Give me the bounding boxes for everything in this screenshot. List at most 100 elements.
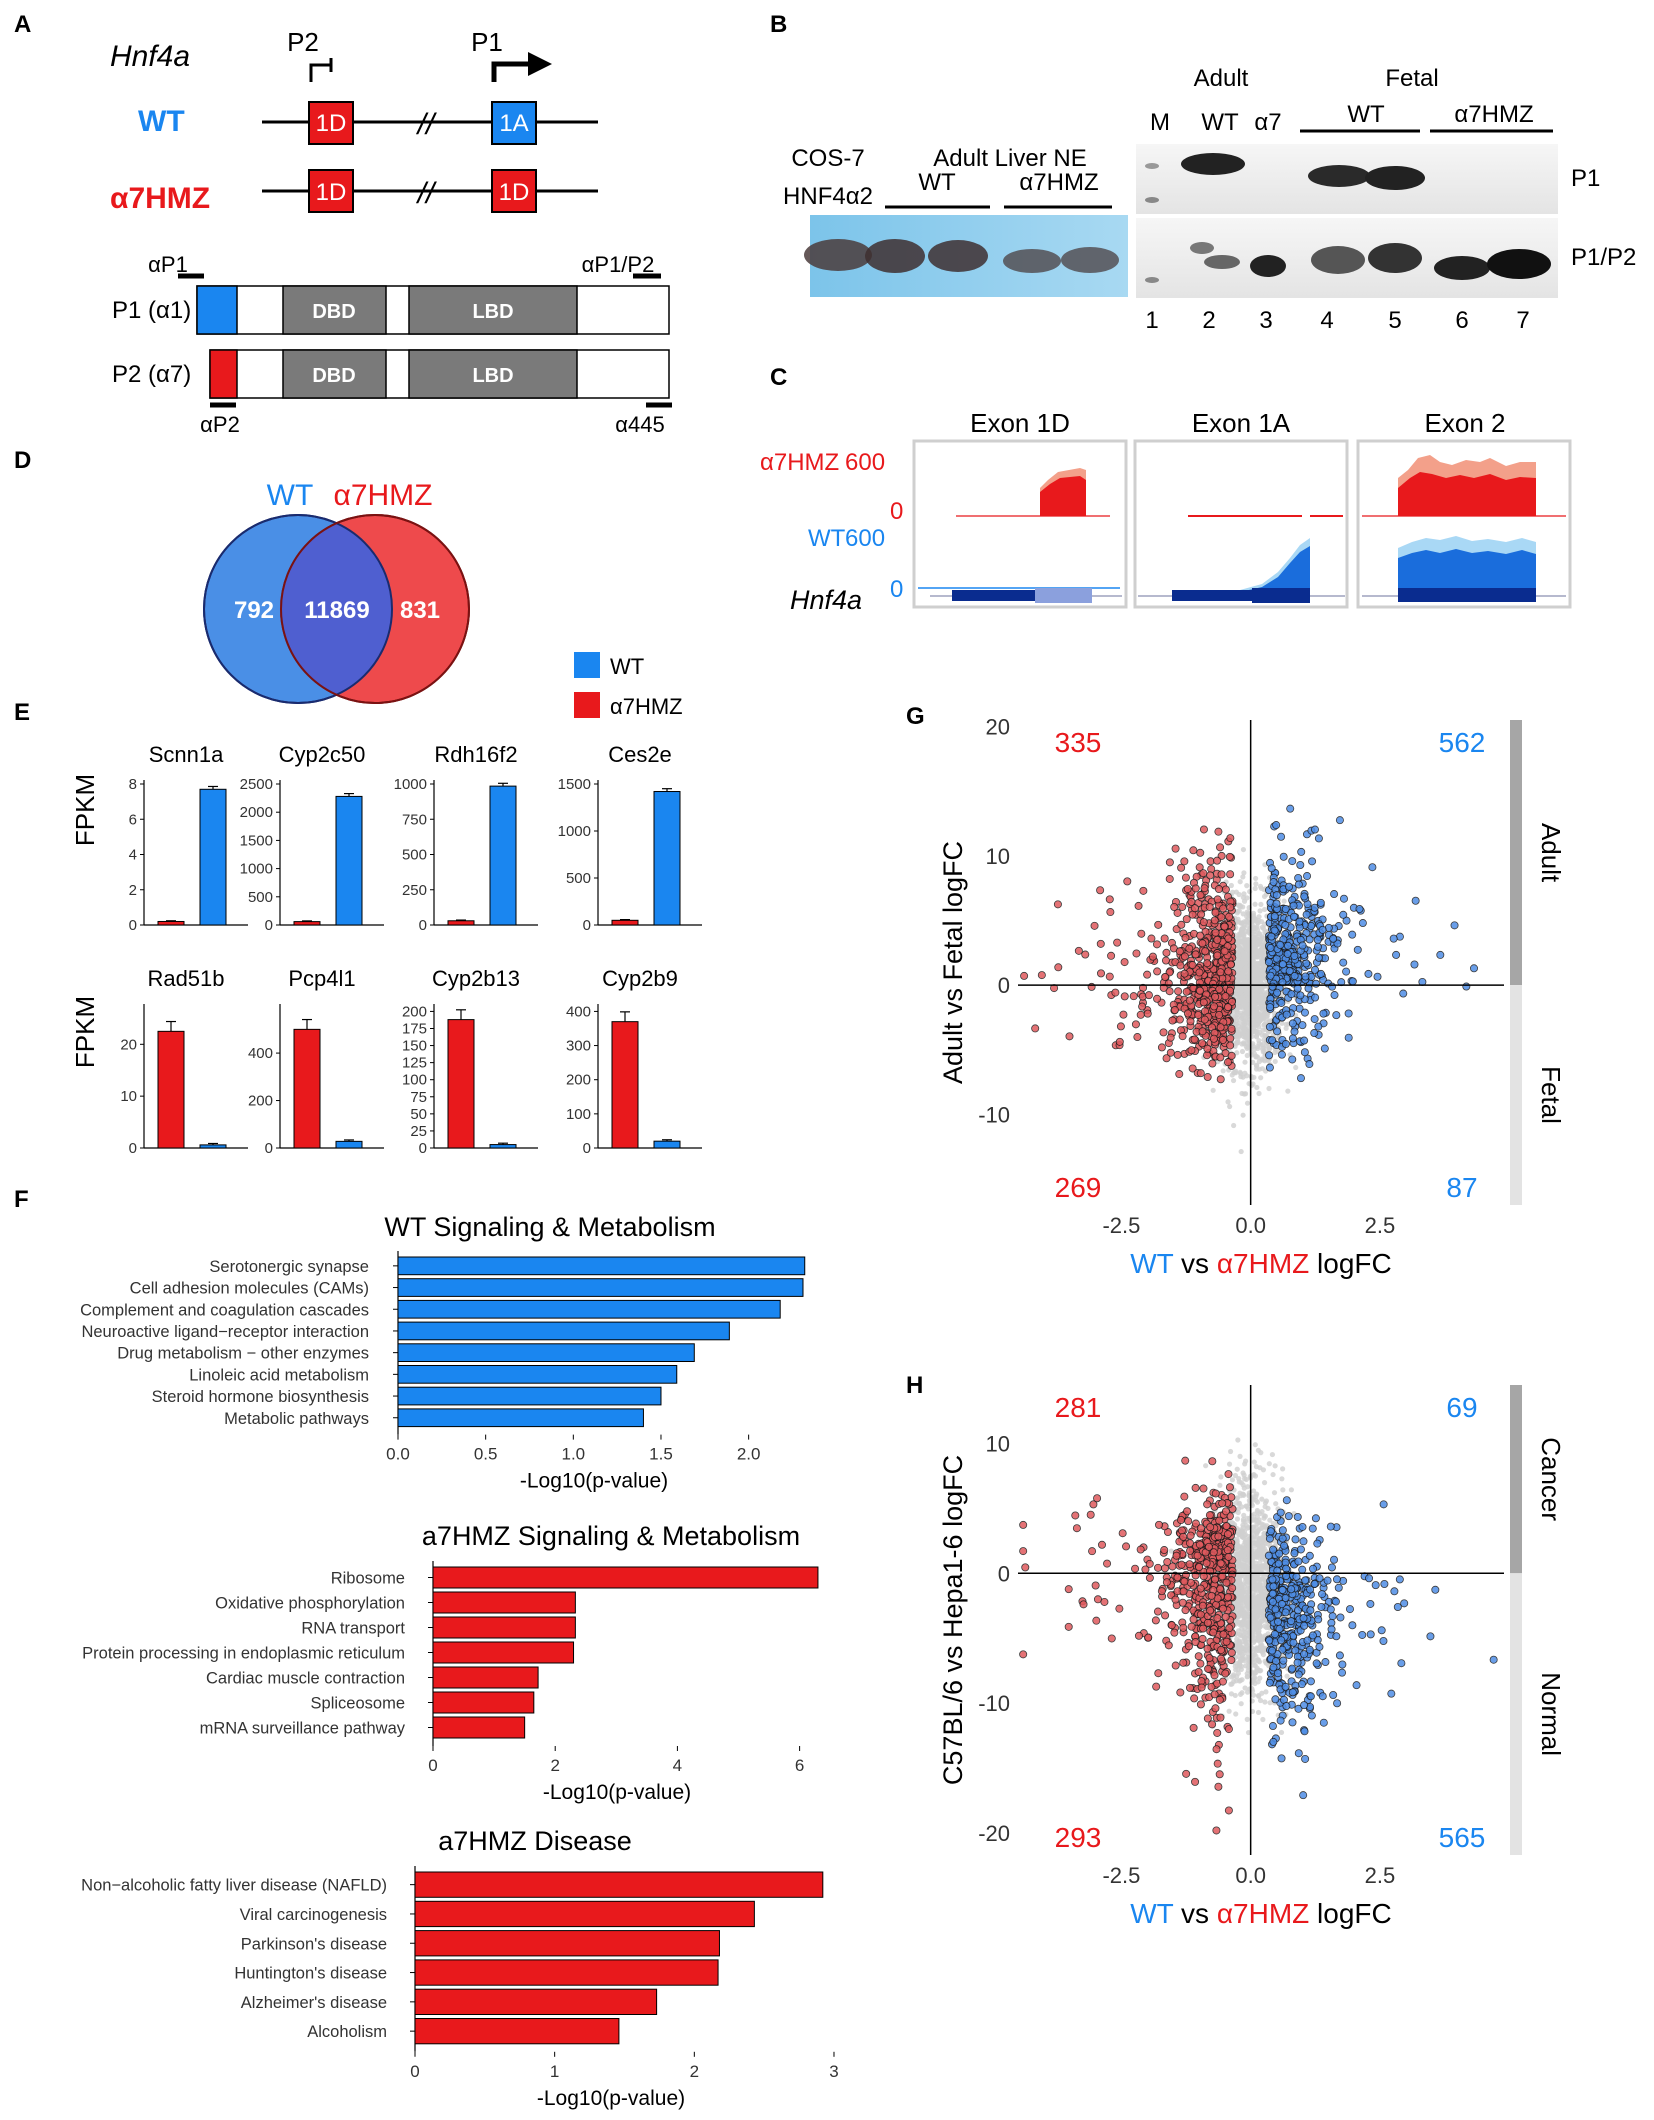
pathway-label: Viral carcinogenesis xyxy=(240,1906,387,1924)
gene-point xyxy=(1256,1038,1262,1044)
gene-point xyxy=(1093,1494,1102,1503)
legend-mut-swatch xyxy=(574,692,600,718)
pathway-label: Non−alcoholic fatty liver disease (NAFLD… xyxy=(81,1877,387,1895)
pathway-label: Spliceosome xyxy=(311,1695,405,1713)
gene-point xyxy=(1240,1546,1246,1552)
gene-point xyxy=(1265,1022,1274,1031)
gene-point xyxy=(1342,967,1351,976)
gene-point xyxy=(1237,1600,1244,1606)
gene-point xyxy=(1191,950,1200,959)
exon-2-title: Exon 2 xyxy=(1425,408,1506,438)
gene-point xyxy=(1096,939,1105,948)
gene-point xyxy=(1215,1010,1224,1019)
gene-point xyxy=(1255,1709,1262,1716)
gene-point xyxy=(1238,1645,1244,1651)
pathway-bar xyxy=(397,1343,695,1363)
gene-point xyxy=(1159,983,1168,992)
gene-point xyxy=(1239,1528,1246,1534)
gene-point xyxy=(1223,1593,1232,1602)
gene-point xyxy=(1187,1046,1196,1055)
gene-point xyxy=(1198,939,1207,948)
gene-point xyxy=(1348,1621,1357,1630)
gene-point xyxy=(1244,1045,1250,1051)
gene-point xyxy=(1132,949,1141,958)
gene-point xyxy=(1157,1587,1166,1596)
gene-point xyxy=(1303,872,1312,881)
gene-point xyxy=(1283,949,1292,958)
panel-letter-b: B xyxy=(770,11,787,38)
gene-point xyxy=(1290,972,1299,981)
gene-point xyxy=(1237,879,1243,885)
gene-point xyxy=(1065,1032,1074,1041)
gene-point xyxy=(1244,883,1250,889)
mutant-label: α7HMZ xyxy=(110,182,210,215)
gene-point xyxy=(1092,1616,1101,1625)
track-mut-max: 600 xyxy=(845,449,885,476)
gene-point xyxy=(1299,1537,1308,1546)
pathway-bar xyxy=(397,1321,730,1341)
gene-point xyxy=(1211,1704,1220,1713)
gene-point xyxy=(1163,1557,1172,1566)
gene-point xyxy=(1311,993,1320,1002)
gene-point xyxy=(1259,1057,1266,1063)
gene-point xyxy=(1196,986,1205,995)
gene-point xyxy=(1218,1035,1227,1044)
gene-point xyxy=(1297,847,1306,856)
gene-point xyxy=(1253,1636,1259,1642)
legend-mut-label: α7HMZ xyxy=(610,694,683,719)
gene-point xyxy=(1309,1564,1318,1573)
gene-point xyxy=(1113,938,1122,947)
gene-point xyxy=(1262,1003,1268,1010)
bar-mut xyxy=(611,1021,639,1149)
tick-label: 2000 xyxy=(240,804,273,821)
pathway-label: Cell adhesion molecules (CAMs) xyxy=(130,1280,369,1298)
gene-point xyxy=(1261,1022,1267,1028)
pathway-bar xyxy=(414,1988,658,2015)
gene-point xyxy=(1227,1024,1236,1033)
gene-point xyxy=(1257,1633,1263,1640)
gene-point xyxy=(1207,1591,1216,1600)
gene-point xyxy=(1195,1563,1204,1572)
gene-point xyxy=(1256,1024,1262,1030)
gene-point xyxy=(1239,961,1246,967)
gene-point xyxy=(1203,1044,1212,1053)
gene-point xyxy=(1314,1022,1323,1031)
gene-point xyxy=(1286,804,1295,813)
gene-point xyxy=(1186,1531,1195,1540)
gene-point xyxy=(1266,1085,1272,1092)
gene-point xyxy=(1120,958,1129,967)
gene-point xyxy=(1176,1688,1185,1697)
gene-point xyxy=(1284,1512,1293,1521)
gene-point xyxy=(1216,1713,1225,1722)
gene-point xyxy=(1079,1600,1088,1609)
gene-point xyxy=(1257,931,1263,937)
promoter-p1-label: P1 xyxy=(471,27,503,57)
gene-point xyxy=(1258,1075,1264,1081)
p1-promoter-arrow xyxy=(491,61,530,82)
gene-point xyxy=(1288,1055,1297,1064)
gene-point xyxy=(1313,1539,1322,1548)
tick-label: 1000 xyxy=(240,861,273,878)
gene-point xyxy=(1161,1611,1170,1620)
gene-point xyxy=(1214,827,1223,836)
gene-point xyxy=(1191,1519,1200,1528)
gene-point xyxy=(1074,946,1083,955)
gene-point xyxy=(1200,884,1209,893)
gene-point xyxy=(1179,1658,1188,1667)
gene-point xyxy=(1253,1669,1259,1676)
gene-point xyxy=(1319,1718,1328,1727)
gene-point xyxy=(1224,1725,1233,1734)
gene-point xyxy=(1196,1584,1205,1593)
gene-point xyxy=(1234,1466,1240,1472)
gene-point xyxy=(1054,963,1063,972)
gene-point xyxy=(1199,869,1208,878)
pathway-bar xyxy=(397,1365,678,1384)
gene-point xyxy=(1143,1009,1152,1018)
gene-point xyxy=(1191,1638,1200,1647)
gene-point xyxy=(1261,1574,1267,1580)
bar-wt xyxy=(335,1140,363,1149)
gene-point xyxy=(1348,977,1357,986)
venn-wt-only: 792 xyxy=(234,597,274,624)
